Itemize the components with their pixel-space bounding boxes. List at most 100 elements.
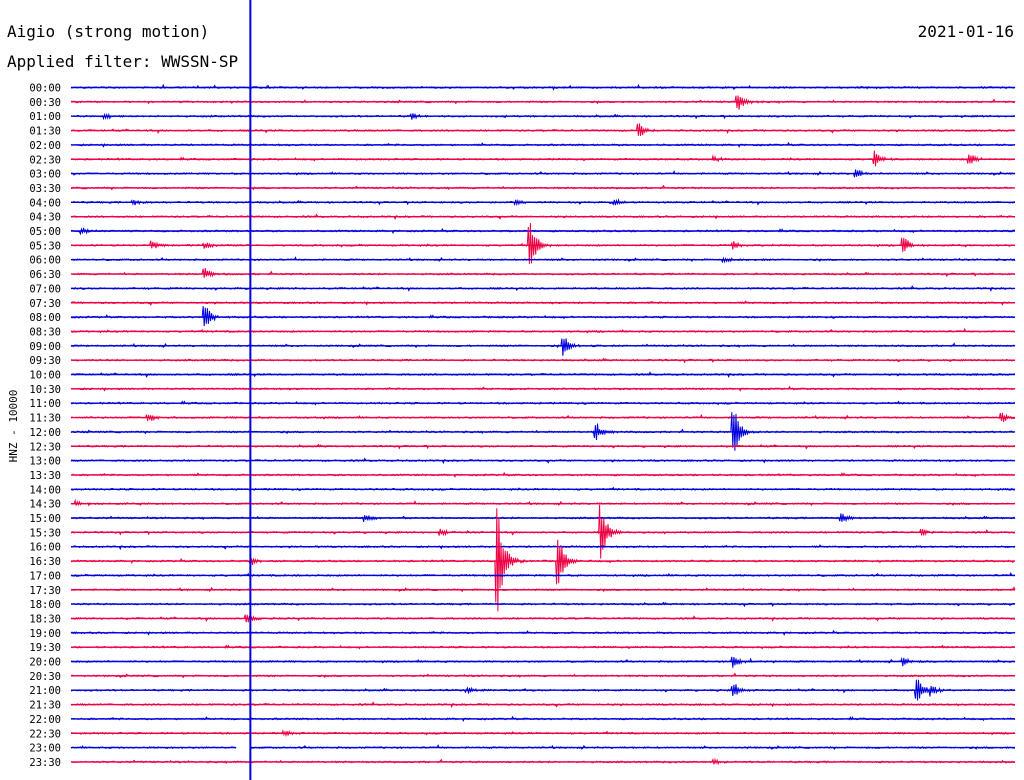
trace-0600 [70,256,1016,264]
y-axis-label: HNZ - 10000 [7,390,20,463]
trace-0030 [70,95,1016,110]
row-label-1000: 10:00 [29,370,61,382]
trace-0100 [70,112,1016,121]
row-label-2330: 23:30 [29,757,61,769]
trace-1100 [70,400,1016,406]
trace-1600 [70,544,1016,551]
row-label-0600: 06:00 [29,255,61,267]
trace-0700 [70,285,1016,292]
trace-1330 [70,471,1016,478]
trace-0900 [70,338,1016,356]
trace-0200 [70,141,1016,148]
row-label-1700: 17:00 [29,570,61,582]
row-label-0730: 07:30 [29,298,61,310]
row-label-0630: 06:30 [29,269,61,281]
trace-0800 [70,306,1016,327]
row-label-0300: 03:00 [29,169,61,181]
row-label-0930: 09:30 [29,355,61,367]
row-label-2030: 20:30 [29,671,61,683]
trace-0730 [70,300,1016,306]
trace-1230 [70,443,1016,450]
trace-1430 [70,498,1016,507]
trace-2030 [70,672,1016,679]
trace-1930 [70,644,1016,650]
trace-0830 [70,327,1016,334]
row-label-1400: 14:00 [29,484,61,496]
row-label-1230: 12:30 [29,441,61,453]
row-label-1500: 15:00 [29,513,61,525]
trace-group [70,83,1016,766]
trace-0330 [70,184,1016,191]
trace-1900 [70,629,1016,636]
row-label-1330: 13:30 [29,470,61,482]
trace-2100 [70,679,1016,701]
trace-1000 [70,371,1016,378]
trace-0630 [70,268,1016,278]
trace-0230 [70,150,1016,167]
row-label-1100: 11:00 [29,398,61,410]
row-label-0330: 03:30 [29,183,61,195]
row-label-0230: 02:30 [29,154,61,166]
trace-2200 [70,715,1016,722]
row-label-1130: 11:30 [29,413,61,425]
row-label-2200: 22:00 [29,714,61,726]
trace-0430 [70,213,1016,221]
trace-1730 [70,586,1016,593]
station-title: Aigio (strong motion) [7,22,209,41]
trace-1030 [70,385,1016,392]
row-label-0500: 05:00 [29,226,61,238]
trace-1700 [70,571,1016,578]
row-label-2130: 21:30 [29,700,61,712]
trace-1630 [70,508,1015,612]
trace-1500 [70,513,1016,523]
trace-2230 [70,729,1016,738]
trace-2330 [70,757,1016,766]
trace-0400 [71,198,1016,207]
row-label-1830: 18:30 [29,613,61,625]
row-label-1930: 19:30 [29,642,61,654]
trace-2300 [70,744,1016,750]
row-label-1730: 17:30 [29,585,61,597]
row-label-0900: 09:00 [29,341,61,353]
row-label-1900: 19:00 [29,628,61,640]
trace-2000 [70,656,1016,668]
row-label-0430: 04:30 [29,212,61,224]
trace-1200 [70,412,1016,451]
trace-0930 [71,357,1016,364]
row-label-1430: 14:30 [29,499,61,511]
date-label: 2021-01-16 [918,22,1014,41]
row-label-0400: 04:00 [29,197,61,209]
trace-0000 [70,83,1016,91]
row-label-1200: 12:00 [29,427,61,439]
row-label-1530: 15:30 [29,527,61,539]
trace-0500 [70,227,1015,236]
row-label-2100: 21:00 [29,685,61,697]
trace-1300 [70,457,1016,465]
trace-2130 [70,701,1016,708]
trace-0300 [70,169,1016,178]
trace-1530 [70,504,1016,559]
row-label-2000: 20:00 [29,657,61,669]
row-label-2230: 22:30 [29,728,61,740]
row-label-1300: 13:00 [29,456,61,468]
row-label-0000: 00:00 [29,83,61,95]
trace-1830 [70,614,1016,623]
row-label-0030: 00:30 [29,97,61,109]
row-label-0200: 02:00 [29,140,61,152]
row-label-1800: 18:00 [29,599,61,611]
row-label-0830: 08:30 [29,326,61,338]
trace-0530 [70,223,1016,264]
row-label-1030: 10:30 [29,384,61,396]
row-label-2300: 23:00 [29,743,61,755]
row-label-1600: 16:00 [29,542,61,554]
trace-1130 [70,412,1016,423]
row-label-0700: 07:00 [29,283,61,295]
row-label-1630: 16:30 [29,556,61,568]
row-label-group: 00:00 00:30 01:00 01:30 02:00 02:30 03:00 03:30… [29,83,61,769]
trace-0130 [71,123,1016,136]
row-label-0800: 08:00 [29,312,61,324]
row-label-0100: 01:00 [29,111,61,123]
trace-1800 [70,601,1016,608]
row-label-0530: 05:30 [29,240,61,252]
